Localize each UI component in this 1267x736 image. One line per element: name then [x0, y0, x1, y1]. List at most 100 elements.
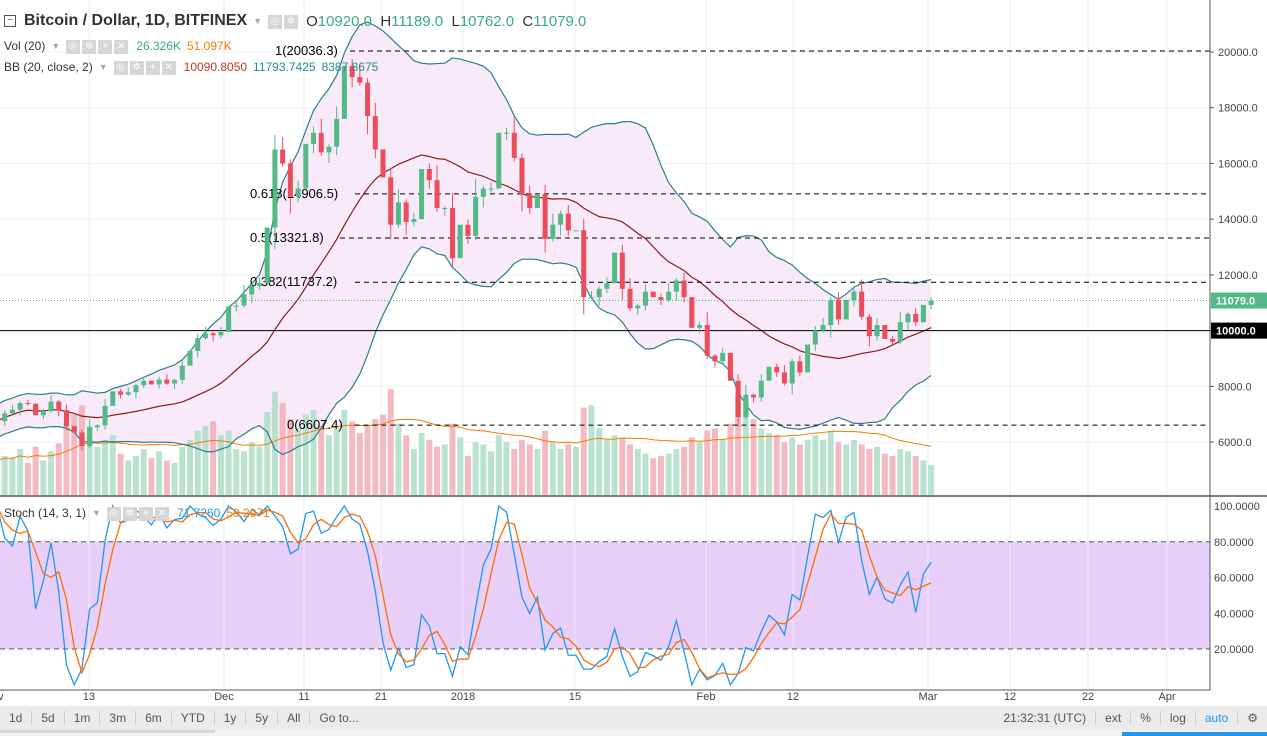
- volume-bar: [518, 439, 525, 495]
- candle-body: [666, 291, 672, 300]
- range-1y[interactable]: 1y: [215, 711, 247, 725]
- gear-icon[interactable]: ✲: [122, 507, 137, 521]
- volume-bar: [94, 446, 101, 495]
- candle-body: [311, 132, 317, 144]
- candle-body: [125, 392, 131, 395]
- close-icon[interactable]: ✕: [161, 61, 176, 75]
- horizontal-scrollbar[interactable]: [0, 730, 1267, 736]
- volume-bar: [758, 428, 765, 495]
- eye-icon[interactable]: ◎: [113, 61, 128, 75]
- candle-body: [357, 77, 363, 83]
- volume-bar: [711, 428, 718, 495]
- auto-toggle[interactable]: auto: [1196, 711, 1239, 725]
- fib-level-label: 0.5(13321.8): [250, 230, 324, 245]
- range-ytd[interactable]: YTD: [172, 711, 215, 725]
- volume-bar: [673, 449, 680, 495]
- candle-body: [735, 380, 741, 417]
- time-tick-label: v: [0, 691, 4, 703]
- range-5d[interactable]: 5d: [32, 711, 65, 725]
- volume-bar: [210, 421, 217, 495]
- candle-body: [766, 366, 772, 381]
- candle-body: [218, 331, 224, 336]
- volume-bar: [441, 444, 448, 495]
- goto-button[interactable]: Go to...: [319, 711, 359, 725]
- volume-bar: [55, 443, 62, 495]
- range-3m[interactable]: 3m: [100, 711, 137, 725]
- collapse-icon[interactable]: −: [4, 15, 16, 27]
- scrollbar-thumb[interactable]: [0, 730, 215, 733]
- candle-body: [812, 330, 818, 345]
- candle-body: [449, 208, 455, 259]
- volume-bar: [789, 437, 796, 495]
- candle-body: [172, 379, 178, 384]
- volume-bar: [380, 414, 386, 495]
- bb-basis-value: 10090.8050: [183, 60, 248, 74]
- horizontal-line-label-bg: [1211, 322, 1267, 339]
- volume-bar: [835, 442, 842, 495]
- price-tick-label: 12000.0: [1218, 270, 1258, 282]
- candle-body: [118, 391, 124, 395]
- bb-lower-line: [0, 246, 932, 456]
- stoch-d-value: 59.2971: [226, 506, 270, 520]
- time-tick-label: Dec: [214, 691, 234, 703]
- price-tick-label: 20000.0: [1218, 47, 1258, 59]
- volume-bar: [472, 442, 479, 495]
- candle-body: [210, 333, 216, 336]
- time-tick-label: 13: [83, 691, 95, 703]
- plus-icon[interactable]: +: [98, 40, 113, 54]
- close-icon[interactable]: ✕: [154, 507, 169, 521]
- candle-body: [619, 252, 625, 289]
- eye-icon[interactable]: ◎: [66, 40, 81, 54]
- volume-bar: [32, 446, 39, 495]
- chevron-down-icon[interactable]: ▼: [253, 16, 263, 26]
- gear-icon[interactable]: ✲: [82, 40, 97, 54]
- candle-body: [758, 380, 764, 398]
- volume-bar: [310, 409, 317, 495]
- time-tick-label: Apr: [1158, 691, 1175, 703]
- candle-body: [905, 313, 911, 323]
- volume-bar: [573, 446, 579, 495]
- gear-icon[interactable]: ✲: [284, 15, 299, 29]
- plus-icon[interactable]: +: [138, 507, 153, 521]
- candle-body: [264, 227, 270, 284]
- candle-body: [727, 352, 733, 381]
- ext-toggle[interactable]: ext: [1096, 711, 1132, 725]
- candle-body: [40, 411, 46, 416]
- volume-bar: [457, 437, 464, 495]
- chart-canvas[interactable]: 1(20036.3) 0.618(14906.5) 0.5(13321.8) 0.38…: [0, 0, 1267, 706]
- vol-label: Vol (20): [4, 39, 46, 53]
- range-1d[interactable]: 1d: [0, 711, 33, 725]
- range-1m[interactable]: 1m: [65, 711, 101, 725]
- log-toggle[interactable]: log: [1161, 711, 1196, 725]
- volume-bar: [874, 446, 881, 495]
- price-tick-label: 8000.0: [1218, 381, 1252, 393]
- volume-bar: [580, 407, 587, 495]
- bb-upper-line: [0, 21, 932, 404]
- chevron-down-icon[interactable]: ▼: [51, 41, 61, 51]
- percent-toggle[interactable]: %: [1131, 711, 1161, 725]
- stoch-k-line: [0, 503, 932, 687]
- chevron-down-icon[interactable]: ▼: [98, 62, 108, 72]
- volume-bar: [364, 426, 371, 495]
- eye-icon[interactable]: ◎: [268, 15, 283, 29]
- range-all[interactable]: All: [278, 711, 311, 725]
- candle-body: [774, 366, 780, 373]
- candle-body: [928, 300, 934, 305]
- plus-icon[interactable]: +: [145, 61, 160, 75]
- range-5y[interactable]: 5y: [246, 711, 279, 725]
- range-6m[interactable]: 6m: [136, 711, 172, 725]
- clock-time[interactable]: 21:32:31 (UTC): [994, 711, 1097, 725]
- candle-body: [689, 297, 695, 328]
- volume-bar: [742, 403, 749, 495]
- volume-bar: [542, 430, 549, 495]
- volume-bar: [333, 428, 340, 495]
- candle-body: [164, 379, 170, 384]
- eye-icon[interactable]: ◎: [106, 507, 121, 521]
- gear-icon[interactable]: ✲: [129, 61, 144, 75]
- volume-bar: [171, 462, 178, 495]
- volume-bar: [650, 458, 657, 495]
- close-icon[interactable]: ✕: [114, 40, 129, 54]
- chevron-down-icon[interactable]: ▼: [92, 508, 101, 518]
- settings-gear-icon[interactable]: ⚙: [1247, 711, 1258, 725]
- bb-fill: [0, 22, 932, 455]
